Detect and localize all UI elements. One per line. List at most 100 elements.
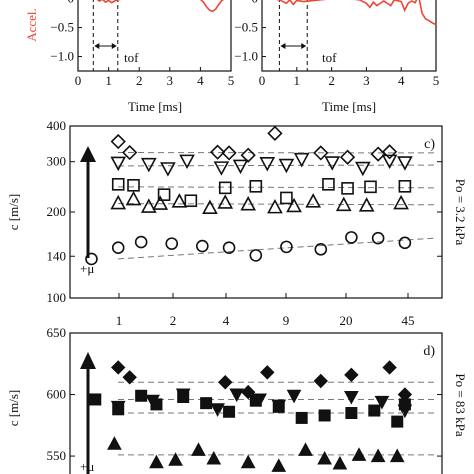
x-tick-label: 1 bbox=[294, 73, 301, 88]
data-point-triangle bbox=[271, 458, 287, 472]
data-point-circle bbox=[165, 237, 179, 250]
accel-panel-left: Accel. Time [ms] tof 0 1 2 3 4 5 0 −0.5 −1.0 bbox=[24, 0, 234, 114]
x-tick-label: 3 bbox=[167, 73, 174, 88]
y-tick-label: 100 bbox=[47, 290, 67, 305]
trend-line bbox=[117, 186, 435, 189]
data-point-triangle-down bbox=[110, 156, 127, 172]
data-point-triangle-down bbox=[160, 162, 176, 177]
data-point-square bbox=[112, 403, 125, 416]
data-point-diamond bbox=[122, 144, 138, 161]
data-point-circle bbox=[134, 235, 148, 249]
data-point-diamond bbox=[111, 360, 126, 375]
data-point-square bbox=[249, 394, 262, 407]
data-point-triangle bbox=[317, 450, 332, 465]
data-point-triangle-down bbox=[374, 395, 390, 410]
data-point-circle bbox=[345, 231, 358, 244]
data-point-triangle-down bbox=[259, 157, 276, 172]
data-point-square bbox=[249, 180, 263, 193]
data-point-square bbox=[127, 179, 140, 192]
data-point-square bbox=[89, 393, 102, 406]
data-point-circle bbox=[249, 249, 263, 262]
plot-frame bbox=[69, 332, 443, 474]
arrow-label: +μ bbox=[80, 459, 94, 474]
data-point-diamond bbox=[260, 365, 275, 380]
trend-line bbox=[117, 203, 435, 206]
data-point-square bbox=[345, 407, 358, 419]
data-point-circle bbox=[85, 252, 98, 266]
data-point-triangle bbox=[206, 450, 222, 465]
data-point-triangle-down bbox=[381, 154, 398, 170]
y-tick-label: 400 bbox=[47, 118, 67, 133]
data-point-triangle bbox=[393, 194, 409, 210]
x-tick-label: 3 bbox=[363, 73, 370, 88]
plot-frame bbox=[261, 0, 437, 72]
data-point-triangle bbox=[191, 442, 206, 456]
plot-frame bbox=[69, 125, 443, 299]
arrow-head bbox=[80, 146, 96, 162]
data-point-circle bbox=[398, 236, 412, 250]
data-point-square bbox=[322, 178, 335, 191]
accel-panel-right: Time [ms] tof 0 1 2 3 4 5 0 −0.5 −1.0 bbox=[234, 0, 439, 114]
data-point-triangle bbox=[152, 195, 169, 210]
trend-line bbox=[117, 164, 435, 167]
data-point-triangle-down bbox=[179, 154, 195, 170]
data-point-circle bbox=[280, 240, 293, 254]
x-tick-label: 4 bbox=[223, 313, 230, 328]
data-point-triangle bbox=[140, 198, 157, 213]
panel-letter: d) bbox=[423, 344, 435, 359]
y-tick-label: 140 bbox=[47, 248, 67, 263]
panel-c: c) c [m/s] Po = 3.2 kPa +μ 1001402003004… bbox=[6, 118, 468, 328]
data-point-square bbox=[200, 397, 213, 410]
data-point-triangle bbox=[370, 448, 386, 463]
data-point-triangle bbox=[267, 198, 283, 214]
tof-arrow-head bbox=[280, 43, 286, 49]
data-point-triangle bbox=[335, 196, 352, 212]
trend-line bbox=[117, 237, 435, 260]
x-tick-label: 45 bbox=[402, 313, 415, 328]
data-point-diamond bbox=[110, 133, 126, 150]
data-point-diamond bbox=[209, 144, 226, 160]
y-tick-label: 0 bbox=[68, 0, 75, 6]
x-axis-label: Time [ms] bbox=[128, 99, 182, 114]
data-point-diamond bbox=[313, 145, 329, 161]
data-point-square bbox=[398, 398, 411, 411]
x-axis-label: Time [ms] bbox=[322, 99, 376, 114]
data-point-diamond bbox=[344, 367, 359, 383]
data-point-square bbox=[184, 194, 198, 208]
x-tick-label: 2 bbox=[136, 73, 143, 88]
data-point-triangle bbox=[168, 452, 183, 466]
data-point-triangle-down bbox=[232, 159, 249, 175]
data-point-diamond bbox=[382, 360, 397, 375]
y-tick-label: 200 bbox=[47, 204, 67, 219]
data-point-diamond bbox=[221, 145, 237, 161]
data-point-triangle bbox=[389, 448, 405, 463]
x-tick-label: 4 bbox=[197, 73, 204, 88]
data-point-square bbox=[177, 391, 190, 403]
data-point-square bbox=[111, 178, 125, 191]
x-tick-label: 0 bbox=[75, 73, 82, 88]
y-tick-label: −1.0 bbox=[50, 49, 74, 64]
data-point-circle bbox=[314, 243, 328, 256]
data-point-triangle bbox=[149, 454, 164, 469]
panel-letter: c) bbox=[424, 137, 435, 152]
y-tick-label: −0.5 bbox=[234, 20, 258, 35]
data-point-diamond bbox=[313, 373, 329, 389]
data-point-diamond bbox=[381, 144, 398, 160]
y-axis-label: Accel. bbox=[24, 8, 39, 42]
data-point-square bbox=[295, 411, 308, 424]
data-point-diamond bbox=[122, 370, 137, 385]
accel-trace bbox=[275, 0, 437, 26]
data-point-square bbox=[391, 415, 404, 428]
data-point-triangle bbox=[298, 442, 313, 456]
data-point-diamond bbox=[339, 149, 356, 165]
x-tick-label: 5 bbox=[228, 73, 235, 88]
data-point-diamond bbox=[370, 146, 386, 162]
data-point-triangle bbox=[286, 197, 302, 213]
data-point-triangle bbox=[305, 193, 321, 208]
data-point-triangle-down bbox=[286, 389, 302, 404]
data-point-circle bbox=[371, 231, 385, 245]
data-point-circle bbox=[196, 239, 209, 253]
data-point-triangle bbox=[358, 197, 375, 212]
data-point-square bbox=[341, 182, 354, 195]
